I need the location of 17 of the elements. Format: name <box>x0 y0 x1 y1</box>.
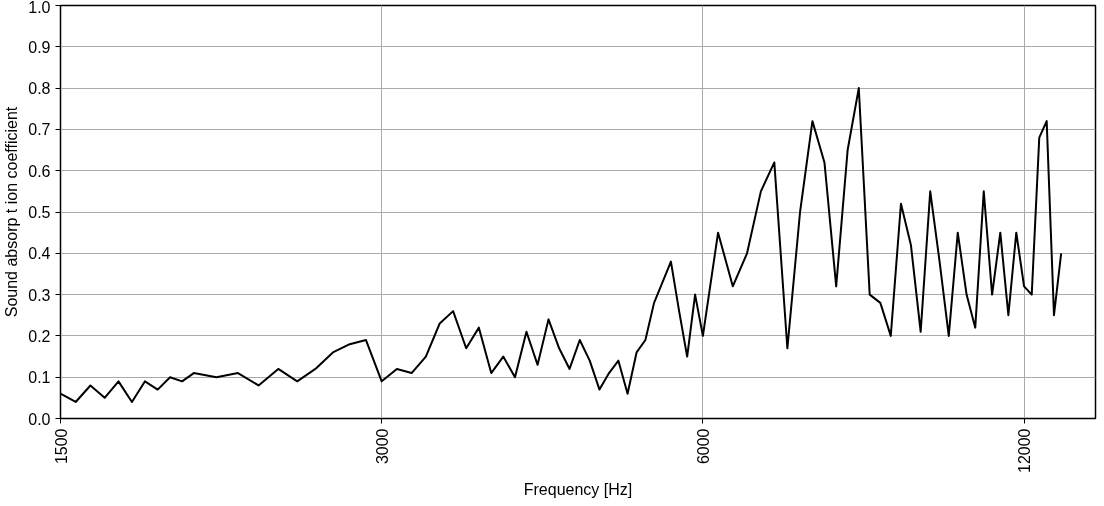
y-tick-label: 0.8 <box>28 80 51 98</box>
y-tick-label: 0.2 <box>28 327 51 345</box>
x-tick-label: 12000 <box>1016 428 1034 473</box>
y-tick-label: 0.6 <box>28 162 51 180</box>
x-tick-label: 3000 <box>373 428 391 465</box>
x-tick-label: 6000 <box>694 428 712 465</box>
y-axis-title: Sound absorp t ion coefficient <box>3 106 21 318</box>
y-tick-label: 0.0 <box>28 410 51 428</box>
y-tick-label: 0.5 <box>28 204 51 221</box>
y-tick-label: 0.4 <box>28 245 51 263</box>
y-tick-label: 0.7 <box>28 121 51 139</box>
y-tick-label: 0.3 <box>28 286 51 304</box>
y-tick-label: 0.1 <box>28 369 51 387</box>
y-tick-label: 0.9 <box>28 38 51 56</box>
x-tick-label: 1500 <box>52 428 70 465</box>
x-axis-title: Frequency [Hz] <box>523 480 633 498</box>
y-tick-label: 1.0 <box>28 0 51 16</box>
